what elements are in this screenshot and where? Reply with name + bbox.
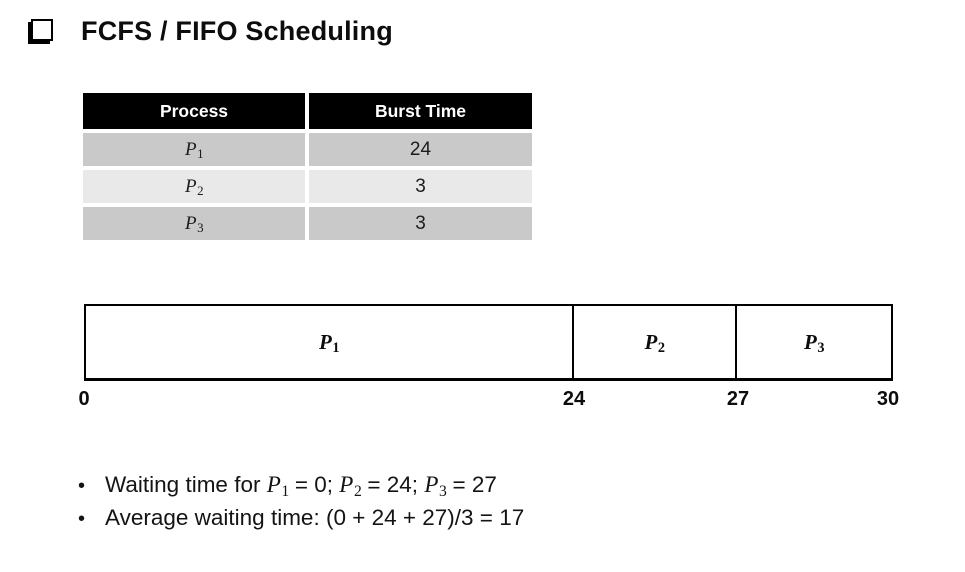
table-header-row: Process Burst Time <box>83 93 532 129</box>
process-cell: P3 <box>83 207 305 240</box>
table-row: P1 24 <box>83 133 532 166</box>
shadowed-square-bullet-icon <box>31 18 53 41</box>
table-row: P3 3 <box>83 207 532 240</box>
list-item: • Waiting time for P1 = 0; P2 = 24; P3 =… <box>78 469 524 502</box>
gantt-chart: P1 P2 P3 <box>84 304 893 381</box>
gantt-tick: 30 <box>876 388 900 410</box>
burst-time-cell: 3 <box>309 207 532 240</box>
process-cell: P1 <box>83 133 305 166</box>
gantt-tick: 24 <box>562 388 586 410</box>
burst-time-cell: 3 <box>309 170 532 203</box>
gantt-segment-p1: P1 <box>86 306 574 378</box>
table-row: P2 3 <box>83 170 532 203</box>
gantt-axis: 0 24 27 30 <box>78 388 899 412</box>
process-table: Process Burst Time P1 24 P2 3 P3 3 <box>83 93 532 244</box>
list-item: • Average waiting time: (0 + 24 + 27)/3 … <box>78 502 524 535</box>
table-header-burst-time: Burst Time <box>309 93 532 129</box>
gantt-tick: 27 <box>726 388 750 410</box>
gantt-segment-p3: P3 <box>804 329 825 357</box>
process-cell: P2 <box>83 170 305 203</box>
title-row: FCFS / FIFO Scheduling <box>28 16 393 47</box>
burst-time-cell: 24 <box>309 133 532 166</box>
page-title: FCFS / FIFO Scheduling <box>81 16 393 46</box>
bullet-dot: • <box>78 475 86 497</box>
bullet-list: • Waiting time for P1 = 0; P2 = 24; P3 =… <box>78 469 524 535</box>
waiting-time-text: Waiting time for P1 = 0; P2 = 24; P3 = 2… <box>105 472 497 501</box>
gantt-segment-p2: P2 <box>574 306 737 378</box>
table-header-process: Process <box>83 93 305 129</box>
bullet-dot: • <box>78 508 86 530</box>
average-waiting-time-text: Average waiting time: (0 + 24 + 27)/3 = … <box>105 505 525 530</box>
gantt-tick: 0 <box>78 388 90 410</box>
